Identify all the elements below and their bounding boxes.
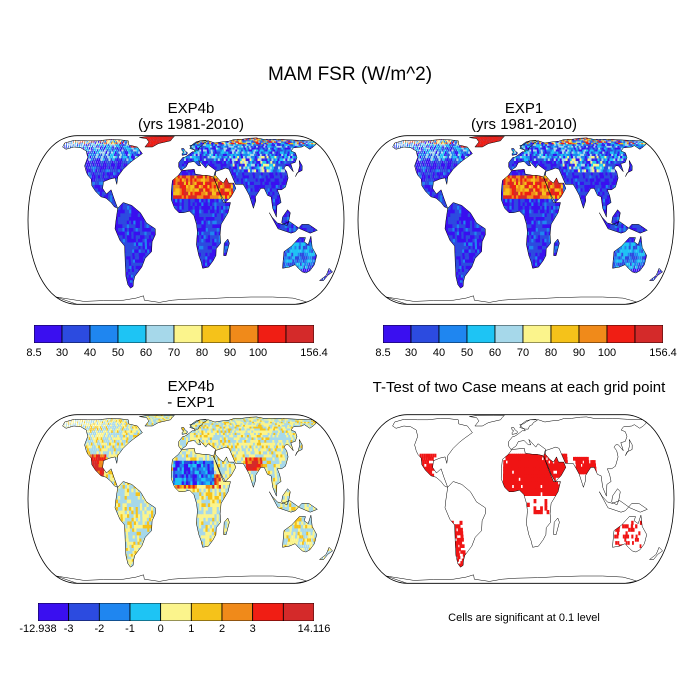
colorbar-label: 40 (433, 347, 445, 359)
colorbar-labels-exp1: 8.5 30 40 50 60 70 80 90 100 156.4 (375, 347, 676, 361)
map-ttest (357, 414, 675, 584)
colorbar-label: 100 (249, 347, 267, 359)
colorbar-swatch (145, 325, 175, 343)
colorbar-exp4b (34, 325, 314, 343)
field-cells (386, 136, 663, 294)
colorbar-label: 40 (84, 347, 96, 359)
colorbar-label: 80 (196, 347, 208, 359)
colorbar-label: 156.4 (649, 347, 677, 359)
colorbar-label: 80 (545, 347, 557, 359)
colorbar-swatch (129, 603, 162, 621)
colorbar-swatch (550, 325, 580, 343)
colorbar-swatch (410, 325, 440, 343)
coastlines (385, 136, 663, 305)
colorbar-swatch (634, 325, 663, 343)
coastlines (55, 136, 333, 305)
colorbar-swatch (61, 325, 91, 343)
colorbar-label: 156.4 (300, 347, 328, 359)
colorbar-swatch (578, 325, 608, 343)
panel-title-line1: T-Test of two Case means at each grid po… (344, 380, 694, 396)
colorbar-swatch (34, 325, 63, 343)
panel-title-ttest: T-Test of two Case means at each grid po… (344, 380, 694, 396)
colorbar-labels-exp4b: 8.5 30 40 50 60 70 80 90 100 156.4 (26, 347, 327, 361)
colorbar-difference (38, 603, 314, 621)
colorbar-swatch (38, 603, 70, 621)
colorbar-swatch (522, 325, 552, 343)
panel-title-exp1: EXP1 (yrs 1981-2010) (364, 101, 684, 133)
figure-title: MAM FSR (W/m^2) (0, 64, 700, 86)
colorbar-swatch (285, 325, 314, 343)
colorbar-label: 0 (158, 623, 164, 635)
field-cells (56, 415, 333, 573)
coastlines (385, 415, 663, 584)
colorbar-swatch (383, 325, 412, 343)
colorbar-label: 50 (112, 347, 124, 359)
colorbar-swatch (117, 325, 147, 343)
colorbar-swatch (282, 603, 314, 621)
colorbar-swatch (438, 325, 468, 343)
map-exp4b (27, 135, 345, 305)
map-boundary (357, 414, 675, 584)
colorbar-label: 60 (489, 347, 501, 359)
colorbar-label: 70 (517, 347, 529, 359)
panel-title-difference: EXP4b - EXP1 (31, 379, 351, 411)
colorbar-label: -12.938 (19, 623, 56, 635)
colorbar-swatch (466, 325, 496, 343)
colorbar-swatch (494, 325, 524, 343)
panel-title-line2: (yrs 1981-2010) (364, 117, 684, 133)
colorbar-swatch (160, 603, 192, 621)
colorbar-label: 2 (219, 623, 225, 635)
colorbar-label: 70 (168, 347, 180, 359)
colorbar-swatch (221, 603, 254, 621)
field-cells (56, 136, 333, 294)
colorbar-label: 14.116 (298, 623, 331, 635)
colorbar-label: 8.5 (375, 347, 390, 359)
map-exp1 (357, 135, 675, 305)
colorbar-exp1 (383, 325, 663, 343)
field-cells (416, 453, 643, 569)
ttest-significance-note: Cells are significant at 0.1 level (364, 612, 684, 624)
map-difference (27, 414, 345, 584)
colorbar-swatch (89, 325, 119, 343)
colorbar-label: 3 (250, 623, 256, 635)
colorbar-swatch (229, 325, 259, 343)
colorbar-label: 90 (573, 347, 585, 359)
map-boundary (357, 135, 675, 305)
panel-title-line2: - EXP1 (31, 395, 351, 411)
colorbar-label: -3 (64, 623, 74, 635)
colorbar-swatch (173, 325, 203, 343)
panel-title-line2: (yrs 1981-2010) (31, 117, 351, 133)
colorbar-label: 90 (224, 347, 236, 359)
colorbar-swatch (606, 325, 636, 343)
panel-title-line1: EXP4b (31, 101, 351, 117)
panel-title-line1: EXP4b (31, 379, 351, 395)
colorbar-swatch (252, 603, 284, 621)
colorbar-label: 30 (56, 347, 68, 359)
colorbar-label: 1 (188, 623, 194, 635)
colorbar-swatch (68, 603, 100, 621)
colorbar-swatch (201, 325, 231, 343)
map-boundary (27, 135, 345, 305)
colorbar-label: 30 (405, 347, 417, 359)
colorbar-label: 60 (140, 347, 152, 359)
colorbar-swatch (190, 603, 223, 621)
map-boundary (27, 414, 345, 584)
colorbar-label: -2 (94, 623, 104, 635)
colorbar-label: 50 (461, 347, 473, 359)
colorbar-label: 100 (598, 347, 616, 359)
panel-title-exp4b: EXP4b (yrs 1981-2010) (31, 101, 351, 133)
colorbar-swatch (98, 603, 131, 621)
colorbar-label: 8.5 (26, 347, 41, 359)
colorbar-label: -1 (125, 623, 135, 635)
colorbar-labels-difference: -12.938 -3 -2 -1 0 1 2 3 14.116 (19, 623, 330, 637)
panel-title-line1: EXP1 (364, 101, 684, 117)
coastlines (55, 415, 333, 584)
colorbar-swatch (257, 325, 287, 343)
